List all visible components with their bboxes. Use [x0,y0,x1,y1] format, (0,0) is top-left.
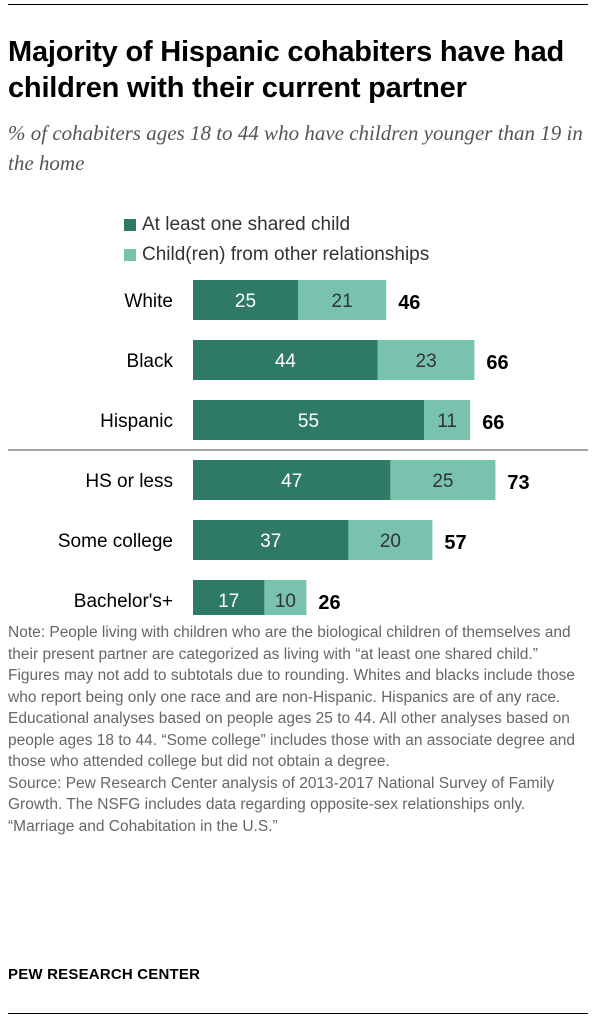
legend-swatch-shared [124,219,136,231]
bar-value-some-college-other: 20 [380,531,401,552]
bar-value-hispanic-other: 11 [437,411,457,432]
footnote: Note: People living with children who ar… [8,622,588,837]
bar-white-shared [193,280,298,320]
category-label-bachelor-s: Bachelor's+ [74,591,173,612]
legend-item-other: Child(ren) from other relationships [124,240,429,270]
bar-some-college-other [348,520,433,560]
legend-swatch-other [124,249,136,261]
category-label-black: Black [127,351,174,372]
category-label-hs-or-less: HS or less [85,471,173,492]
bar-value-black-shared: 44 [275,351,297,372]
legend-label-other: Child(ren) from other relationships [142,244,430,265]
bar-hs-or-less-other [390,460,496,500]
bar-white-other [298,280,387,320]
legend-item-shared: At least one shared child [124,210,429,240]
legend-label-shared: At least one shared child [142,214,351,235]
total-label-hs-or-less: 73 [507,472,529,494]
category-label-hispanic: Hispanic [100,411,173,432]
bar-black-other [377,340,475,380]
bar-hispanic-other [424,400,471,440]
total-label-some-college: 57 [444,532,466,554]
source-text: Source: Pew Research Center analysis of … [8,774,555,814]
category-label-white: White [124,291,173,312]
bar-value-hispanic-shared: 55 [298,411,319,432]
bar-value-white-other: 21 [332,291,353,312]
bar-value-white-shared: 25 [235,291,256,312]
chart-subtitle: % of cohabiters ages 18 to 44 who have c… [8,121,583,175]
report-title: “Marriage and Cohabitation in the U.S.” [8,817,278,835]
chart-title: Majority of Hispanic cohabiters have had… [8,36,565,104]
bottom-rule [8,1013,588,1014]
bar-value-black-other: 23 [416,351,437,372]
bar-bachelor-s-other [264,580,307,615]
total-label-black: 66 [486,352,508,374]
bar-some-college-shared [193,520,349,560]
legend: At least one shared child Child(ren) fro… [124,210,429,270]
bar-value-bachelor-s-other: 10 [275,591,296,612]
total-label-bachelor-s: 26 [318,592,340,614]
bar-value-hs-or-less-shared: 47 [281,471,302,492]
top-rule [8,4,588,5]
total-label-white: 46 [398,292,420,314]
category-label-some-college: Some college [58,531,173,552]
bar-value-bachelor-s-shared: 17 [218,591,239,612]
bar-chart: White 25 21 46 Black 44 23 66 Hispanic 55 11 66 HS o… [8,280,588,615]
bar-bachelor-s-shared [193,580,265,615]
bar-hispanic-shared [193,400,424,440]
bar-black-shared [193,340,378,380]
brand-name: PEW RESEARCH CENTER [8,966,201,983]
total-label-hispanic: 66 [482,412,504,434]
bar-hs-or-less-shared [193,460,391,500]
note-text: Note: People living with children who ar… [8,624,575,770]
bar-value-some-college-shared: 37 [260,531,281,552]
bar-value-hs-or-less-other: 25 [432,471,453,492]
